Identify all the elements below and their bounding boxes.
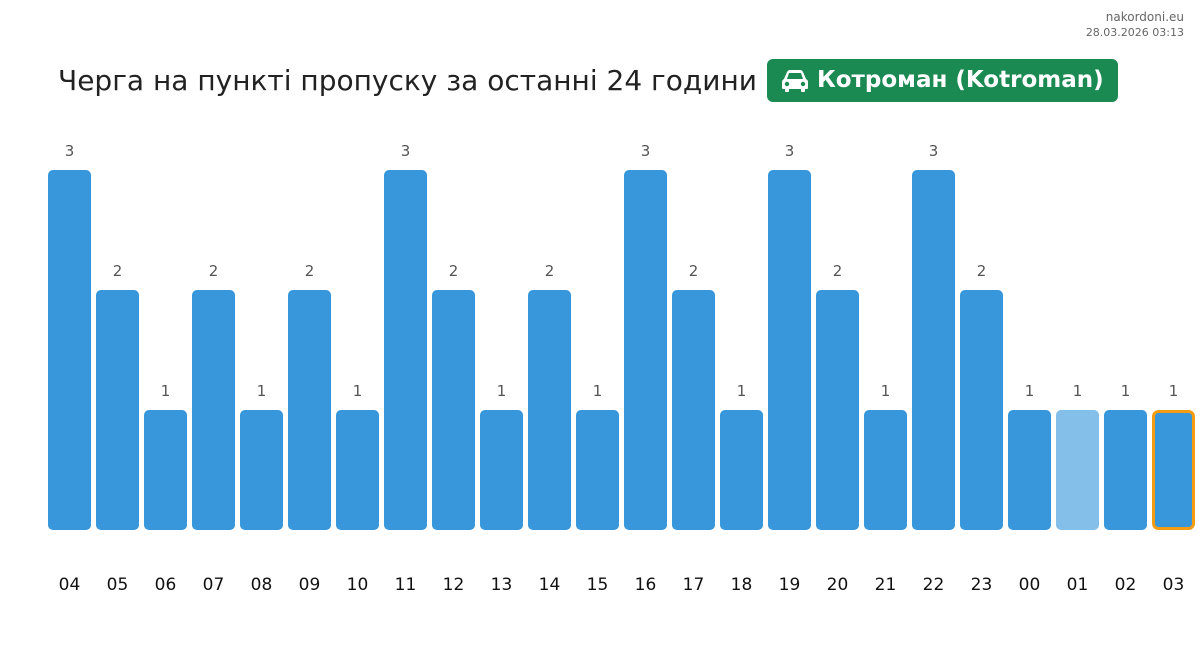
bar-12 <box>432 290 475 530</box>
value-label-13: 1 <box>497 382 507 400</box>
value-label-21: 1 <box>881 382 891 400</box>
x-tick-label-06: 06 <box>155 575 177 595</box>
x-tick-label-04: 04 <box>59 575 81 595</box>
bar-07 <box>192 290 235 530</box>
value-label-11: 3 <box>401 142 411 160</box>
x-tick-label-19: 19 <box>779 575 801 595</box>
x-tick-label-09: 09 <box>299 575 321 595</box>
x-tick-label-12: 12 <box>443 575 465 595</box>
bar-17 <box>672 290 715 530</box>
x-tick-label-03: 03 <box>1163 575 1185 595</box>
value-label-17: 2 <box>689 262 699 280</box>
bar-11 <box>384 170 427 530</box>
bar-00 <box>1008 410 1051 530</box>
bar-21 <box>864 410 907 530</box>
value-label-22: 3 <box>929 142 939 160</box>
bar-23 <box>960 290 1003 530</box>
bar-14 <box>528 290 571 530</box>
brand-stamp: nakordoni.eu 28.03.2026 03:13 <box>1086 9 1184 41</box>
bar-04 <box>48 170 91 530</box>
value-label-12: 2 <box>449 262 459 280</box>
brand-site: nakordoni.eu <box>1105 10 1184 24</box>
value-label-15: 1 <box>593 382 603 400</box>
bar-09 <box>288 290 331 530</box>
value-label-09: 2 <box>305 262 315 280</box>
value-label-05: 2 <box>113 262 123 280</box>
x-tick-label-05: 05 <box>107 575 129 595</box>
x-tick-label-10: 10 <box>347 575 369 595</box>
bar-02 <box>1104 410 1147 530</box>
value-label-06: 1 <box>161 382 171 400</box>
title-row: Черга на пункті пропуску за останні 24 г… <box>58 58 1118 102</box>
x-tick-label-22: 22 <box>923 575 945 595</box>
bar-05 <box>96 290 139 530</box>
x-tick-label-00: 00 <box>1019 575 1041 595</box>
bar-03 <box>1152 410 1195 530</box>
bar-06 <box>144 410 187 530</box>
bar-18 <box>720 410 763 530</box>
value-label-16: 3 <box>641 142 651 160</box>
bar-13 <box>480 410 523 530</box>
bar-16 <box>624 170 667 530</box>
value-label-03: 1 <box>1169 382 1179 400</box>
value-label-04: 3 <box>65 142 75 160</box>
chart-title: Черга на пункті пропуску за останні 24 г… <box>58 63 757 97</box>
value-label-00: 1 <box>1025 382 1035 400</box>
value-label-14: 2 <box>545 262 555 280</box>
x-tick-label-13: 13 <box>491 575 513 595</box>
value-label-07: 2 <box>209 262 219 280</box>
value-label-10: 1 <box>353 382 363 400</box>
x-tick-label-14: 14 <box>539 575 561 595</box>
value-label-23: 2 <box>977 262 987 280</box>
value-label-20: 2 <box>833 262 843 280</box>
checkpoint-badge: Котроман (Kotroman) <box>766 58 1118 102</box>
value-label-08: 1 <box>257 382 267 400</box>
bar-10 <box>336 410 379 530</box>
bar-20 <box>816 290 859 530</box>
bar-15 <box>576 410 619 530</box>
value-label-19: 3 <box>785 142 795 160</box>
bar-08 <box>240 410 283 530</box>
brand-timestamp: 28.03.2026 03:13 <box>1085 26 1184 39</box>
x-tick-label-16: 16 <box>635 575 657 595</box>
bar-01 <box>1056 410 1099 530</box>
checkpoint-name: Котроман (Kotroman) <box>816 67 1104 93</box>
x-tick-label-11: 11 <box>395 575 417 595</box>
bar-22 <box>912 170 955 530</box>
x-tick-label-01: 01 <box>1067 575 1089 595</box>
value-label-18: 1 <box>737 382 747 400</box>
x-tick-label-20: 20 <box>827 575 849 595</box>
x-tick-label-17: 17 <box>683 575 705 595</box>
x-tick-label-08: 08 <box>251 575 273 595</box>
value-label-01: 1 <box>1073 382 1083 400</box>
x-tick-label-18: 18 <box>731 575 753 595</box>
x-tick-label-07: 07 <box>203 575 225 595</box>
x-tick-label-02: 02 <box>1115 575 1137 595</box>
value-label-02: 1 <box>1121 382 1131 400</box>
bar-19 <box>768 170 811 530</box>
car-icon <box>781 68 809 92</box>
x-tick-label-23: 23 <box>971 575 993 595</box>
x-tick-label-15: 15 <box>587 575 609 595</box>
x-tick-label-21: 21 <box>875 575 897 595</box>
